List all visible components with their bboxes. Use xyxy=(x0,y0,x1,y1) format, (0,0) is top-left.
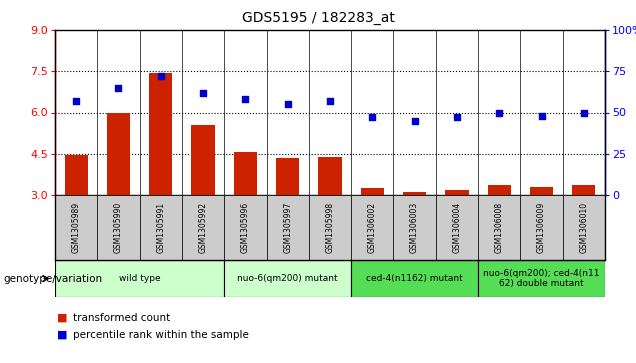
Point xyxy=(240,97,251,102)
Bar xyxy=(478,195,520,260)
Bar xyxy=(351,195,394,260)
Point xyxy=(156,73,166,79)
Point xyxy=(494,110,504,115)
Text: nuo-6(qm200) mutant: nuo-6(qm200) mutant xyxy=(237,274,338,283)
Text: GSM1305992: GSM1305992 xyxy=(198,201,207,253)
Bar xyxy=(445,189,469,195)
Point xyxy=(410,118,420,124)
Text: GSM1306008: GSM1306008 xyxy=(495,201,504,253)
Point xyxy=(282,101,293,107)
Bar xyxy=(394,195,436,260)
Bar xyxy=(107,113,130,195)
Bar xyxy=(225,195,266,260)
Bar xyxy=(436,195,478,260)
Text: GSM1305991: GSM1305991 xyxy=(156,201,165,253)
Point xyxy=(452,115,462,121)
Text: ■: ■ xyxy=(57,330,68,340)
Text: GSM1306003: GSM1306003 xyxy=(410,201,419,253)
Point xyxy=(113,85,123,91)
Bar xyxy=(319,156,342,195)
Text: GSM1306004: GSM1306004 xyxy=(452,201,462,253)
Point xyxy=(367,115,377,121)
Bar xyxy=(266,195,309,260)
Bar xyxy=(563,195,605,260)
Bar xyxy=(149,73,172,195)
Point xyxy=(536,113,546,119)
Text: GSM1305989: GSM1305989 xyxy=(72,201,81,253)
Text: GSM1305996: GSM1305996 xyxy=(241,201,250,253)
Bar xyxy=(191,125,215,195)
Text: GSM1306010: GSM1306010 xyxy=(579,201,588,253)
Bar xyxy=(478,260,605,297)
Text: GSM1306002: GSM1306002 xyxy=(368,201,377,253)
Bar xyxy=(140,195,182,260)
Bar xyxy=(351,260,478,297)
Text: GDS5195 / 182283_at: GDS5195 / 182283_at xyxy=(242,11,394,25)
Text: transformed count: transformed count xyxy=(73,313,170,323)
Bar xyxy=(182,195,225,260)
Bar xyxy=(55,260,225,297)
Bar xyxy=(55,195,97,260)
Point xyxy=(198,90,208,95)
Bar xyxy=(234,152,257,195)
Text: GSM1306009: GSM1306009 xyxy=(537,201,546,253)
Bar xyxy=(97,195,140,260)
Point xyxy=(71,98,81,104)
Bar xyxy=(530,187,553,195)
Bar xyxy=(361,188,384,195)
Text: GSM1305998: GSM1305998 xyxy=(326,201,335,253)
Bar xyxy=(276,158,300,195)
Bar xyxy=(520,195,563,260)
Text: percentile rank within the sample: percentile rank within the sample xyxy=(73,330,249,340)
Bar xyxy=(64,155,88,195)
Text: GSM1305990: GSM1305990 xyxy=(114,201,123,253)
Text: nuo-6(qm200); ced-4(n11
62) double mutant: nuo-6(qm200); ced-4(n11 62) double mutan… xyxy=(483,269,600,288)
Bar xyxy=(488,185,511,195)
Bar xyxy=(403,192,426,195)
Text: ■: ■ xyxy=(57,313,68,323)
Text: wild type: wild type xyxy=(119,274,160,283)
Text: ced-4(n1162) mutant: ced-4(n1162) mutant xyxy=(366,274,463,283)
Point xyxy=(325,98,335,104)
Point xyxy=(579,110,589,115)
Bar xyxy=(309,195,351,260)
Bar xyxy=(225,260,351,297)
Bar xyxy=(572,185,595,195)
Text: genotype/variation: genotype/variation xyxy=(3,273,102,284)
Text: GSM1305997: GSM1305997 xyxy=(283,201,292,253)
